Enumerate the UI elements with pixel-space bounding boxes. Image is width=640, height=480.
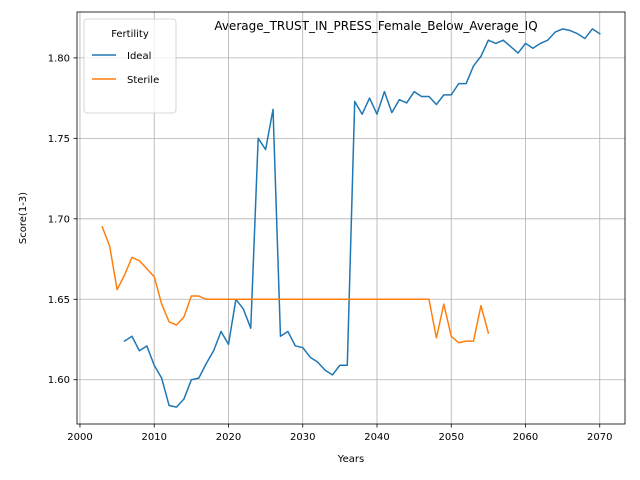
- x-axis-title: Years: [337, 454, 364, 465]
- plot-frame: [76, 11, 626, 425]
- series-lines: [101, 28, 601, 408]
- y-tick-label: 1.60: [48, 375, 70, 386]
- x-tick-label: 2040: [364, 432, 389, 443]
- legend-title: Fertility: [111, 29, 149, 40]
- x-tick-label: 2070: [587, 432, 612, 443]
- x-tick-label: 2050: [439, 432, 464, 443]
- y-axis-title: Score(1-3): [18, 192, 29, 244]
- legend-label-sterile: Sterile: [127, 75, 159, 86]
- y-tick-label: 1.70: [48, 214, 70, 225]
- y-axis-ticks: 1.60 1.65 1.70 1.75 1.80: [48, 53, 77, 386]
- y-tick-label: 1.80: [48, 53, 70, 64]
- y-tick-label: 1.65: [48, 295, 70, 306]
- x-tick-label: 2030: [290, 432, 315, 443]
- series-line-ideal: [123, 28, 601, 408]
- x-tick-label: 2010: [141, 432, 166, 443]
- x-tick-label: 2060: [513, 432, 538, 443]
- legend: Fertility Ideal Sterile: [83, 18, 177, 114]
- x-tick-label: 2020: [216, 432, 241, 443]
- legend-box: [83, 18, 177, 114]
- chart-title: Average_TRUST_IN_PRESS_Female_Below_Aver…: [214, 19, 537, 33]
- legend-label-ideal: Ideal: [127, 51, 151, 62]
- series-line-sterile: [101, 225, 490, 344]
- x-tick-label: 2000: [67, 432, 92, 443]
- x-axis-ticks: 2000 2010 2020 2030 2040 2050 2060 2070: [67, 424, 612, 443]
- y-tick-label: 1.75: [48, 134, 70, 145]
